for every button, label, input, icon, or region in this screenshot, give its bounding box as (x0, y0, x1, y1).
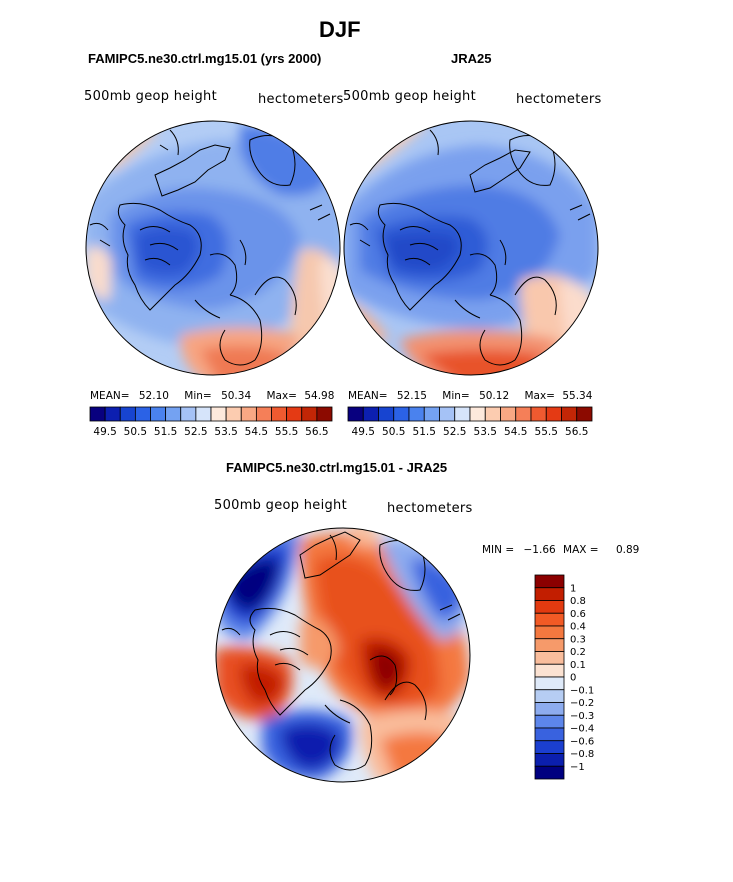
left-colorbar-tick-label: 53.5 (214, 426, 237, 438)
left-units-label: hectometers (258, 92, 344, 107)
diff-colorbar-tick-label: −1 (570, 762, 585, 773)
diff-colorbar-swatch (534, 638, 565, 652)
left-colorbar-tick-label: 56.5 (305, 426, 328, 438)
diff-min-label: MIN = (482, 544, 515, 556)
left-stats: MEAN= 52.10 Min= 50.34 Max= 54.98 (90, 390, 334, 402)
diff-colorbar-tick-label: 0.3 (570, 634, 586, 645)
diff-units-label: hectometers (387, 501, 473, 516)
right-stats: MEAN= 52.15 Min= 50.12 Max= 55.34 (348, 390, 592, 402)
left-colorbar-swatch (316, 406, 333, 422)
left-colorbar-tick-label: 51.5 (154, 426, 177, 438)
diff-colorbar-swatch (534, 587, 565, 601)
right-colorbar-tick-label: 51.5 (413, 426, 436, 438)
right-colorbar-tick-label: 50.5 (382, 426, 405, 438)
page-title: DJF (319, 17, 361, 42)
right-mean-value: 52.15 (396, 390, 427, 402)
left-mean-label: MEAN= (90, 390, 130, 402)
diff-colorbar-tick-label: −0.2 (570, 698, 594, 709)
diff-colorbar-swatch (534, 753, 565, 767)
diff-min-value: −1.66 (523, 544, 556, 556)
right-min-value: 50.12 (479, 390, 510, 402)
diff-colorbar-swatch (534, 600, 565, 614)
diff-colorbar-swatch (534, 574, 565, 589)
diff-colorbar-swatch (534, 651, 565, 665)
diff-colorbar-tick-label: 0 (570, 673, 576, 684)
diff-colorbar-swatch (534, 765, 565, 780)
diff-colorbar-tick-label: −0.3 (570, 711, 594, 722)
right-colorbar-tick-label: 54.5 (504, 426, 527, 438)
diff-colorbar-swatch (534, 625, 565, 640)
left-colorbar-tick-label: 50.5 (124, 426, 147, 438)
left-field-label: 500mb geop height (84, 89, 217, 104)
diff-colorbar-swatch (534, 663, 565, 678)
diff-colorbar-tick-label: −0.6 (570, 736, 594, 747)
diff-colorbar-tick-label: 0.4 (570, 622, 586, 633)
diff-colorbar-tick-label: 0.1 (570, 660, 586, 671)
left-panel-title: FAMIPC5.ne30.ctrl.mg15.01 (yrs 2000) (88, 51, 322, 66)
diff-colorbar-swatch (534, 612, 565, 627)
right-field-label: 500mb geop height (343, 89, 476, 104)
left-max-label: Max= (266, 390, 297, 402)
right-min-label: Min= (442, 390, 470, 402)
right-units-label: hectometers (516, 92, 602, 107)
right-colorbar-tick-label: 53.5 (474, 426, 497, 438)
diff-colorbar-swatch (534, 714, 565, 729)
right-max-value: 55.34 (562, 390, 593, 402)
right-colorbar-tick-label: 56.5 (565, 426, 588, 438)
right-colorbar-tick-label: 52.5 (443, 426, 466, 438)
left-colorbar-tick-label: 49.5 (93, 426, 116, 438)
left-min-value: 50.34 (221, 390, 252, 402)
diff-colorbar-tick-label: −0.1 (570, 685, 594, 696)
diff-colorbar-tick-label: −0.4 (570, 724, 594, 735)
diff-panel-title: FAMIPC5.ne30.ctrl.mg15.01 - JRA25 (226, 460, 448, 475)
left-min-label: Min= (184, 390, 212, 402)
diff-stats: MIN = −1.66 MAX = 0.89 (482, 544, 639, 556)
left-colorbar-tick-label: 55.5 (275, 426, 298, 438)
right-max-label: Max= (524, 390, 555, 402)
diff-colorbar-swatch (534, 740, 565, 754)
right-colorbar-swatch (576, 406, 593, 422)
diff-colorbar-tick-label: 1 (570, 583, 576, 594)
diff-max-label: MAX = (563, 544, 599, 556)
diff-colorbar-swatch (534, 689, 565, 703)
diff-max-value: 0.89 (615, 544, 640, 556)
right-mean-label: MEAN= (348, 390, 388, 402)
left-colorbar-tick-label: 52.5 (184, 426, 207, 438)
right-panel-title: JRA25 (451, 51, 492, 66)
left-max-value: 54.98 (304, 390, 335, 402)
diff-colorbar-tick-label: 0.6 (570, 609, 586, 620)
diff-colorbar-swatch (534, 702, 565, 716)
left-mean-value: 52.10 (138, 390, 169, 402)
diff-colorbar-swatch (534, 676, 565, 691)
diff-colorbar-tick-label: 0.8 (570, 596, 586, 607)
right-colorbar-tick-label: 49.5 (352, 426, 375, 438)
right-colorbar-tick-label: 55.5 (535, 426, 558, 438)
diff-field-label: 500mb geop height (214, 498, 347, 513)
diff-colorbar-tick-label: −0.8 (570, 749, 594, 760)
left-colorbar-tick-label: 54.5 (245, 426, 268, 438)
diff-colorbar-swatch (534, 727, 565, 742)
diff-colorbar-tick-label: 0.2 (570, 647, 586, 658)
